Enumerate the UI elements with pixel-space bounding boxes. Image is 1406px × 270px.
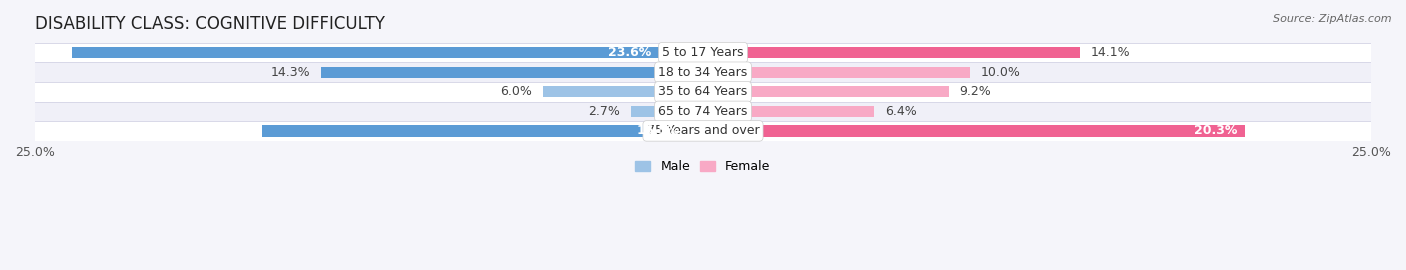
Legend: Male, Female: Male, Female xyxy=(630,156,776,178)
Bar xyxy=(543,86,703,97)
Bar xyxy=(703,67,970,78)
Text: DISABILITY CLASS: COGNITIVE DIFFICULTY: DISABILITY CLASS: COGNITIVE DIFFICULTY xyxy=(35,15,385,33)
Text: 9.2%: 9.2% xyxy=(959,85,991,98)
Text: 35 to 64 Years: 35 to 64 Years xyxy=(658,85,748,98)
Text: 23.6%: 23.6% xyxy=(609,46,651,59)
Bar xyxy=(703,47,1080,58)
Text: 65 to 74 Years: 65 to 74 Years xyxy=(658,105,748,118)
Text: 14.3%: 14.3% xyxy=(270,66,311,79)
Bar xyxy=(321,67,703,78)
Text: 18 to 34 Years: 18 to 34 Years xyxy=(658,66,748,79)
Text: Source: ZipAtlas.com: Source: ZipAtlas.com xyxy=(1274,14,1392,23)
Text: 75 Years and over: 75 Years and over xyxy=(647,124,759,137)
Text: 6.4%: 6.4% xyxy=(884,105,917,118)
Text: 16.5%: 16.5% xyxy=(637,124,681,137)
Text: 14.1%: 14.1% xyxy=(1091,46,1130,59)
Bar xyxy=(703,125,1246,137)
Bar xyxy=(703,106,875,117)
Bar xyxy=(703,86,949,97)
Text: 6.0%: 6.0% xyxy=(501,85,531,98)
Bar xyxy=(35,43,1371,62)
Bar xyxy=(35,121,1371,141)
Bar xyxy=(35,62,1371,82)
Bar xyxy=(631,106,703,117)
Text: 2.7%: 2.7% xyxy=(588,105,620,118)
Bar xyxy=(35,102,1371,121)
Bar xyxy=(72,47,703,58)
Bar xyxy=(35,82,1371,102)
Bar xyxy=(262,125,703,137)
Text: 20.3%: 20.3% xyxy=(1194,124,1237,137)
Text: 5 to 17 Years: 5 to 17 Years xyxy=(662,46,744,59)
Text: 10.0%: 10.0% xyxy=(981,66,1021,79)
